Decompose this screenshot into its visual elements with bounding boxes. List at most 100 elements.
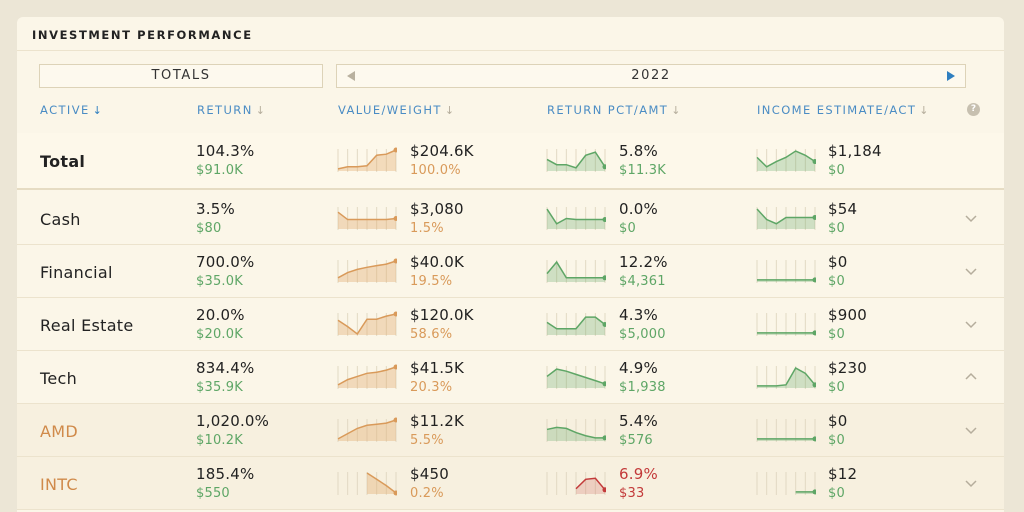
value-sparkline [337,472,397,496]
return-amount: $550 [196,486,230,501]
weight-pct: 19.5% [410,274,453,289]
column-header-return[interactable]: RETURN ↓ [197,103,266,117]
income-sparkline [756,149,816,172]
table-row[interactable]: Financial 700.0% $35.0K $40.0K 19.5% 12.2% $4,… [17,245,1004,298]
sparkline-end-dot [812,330,816,336]
sparkline-area [576,478,605,494]
return-pct-value: 4.9% [619,359,658,377]
chevron-down-icon[interactable] [964,478,978,488]
return-sparkline [546,313,606,336]
return-pct-value: 4.3% [619,306,658,324]
table-row[interactable]: INTC 185.4% $550 $450 0.2% 6.9% $33 $12 $0 [17,457,1004,510]
chevron-down-icon[interactable] [964,425,978,435]
weight-pct: 1.5% [410,221,444,236]
column-header-return-pct-amt[interactable]: RETURN PCT/AMT ↓ [547,103,682,117]
question-mark-icon[interactable]: ? [967,103,980,116]
table-row[interactable]: AMD 1,020.0% $10.2K $11.2K 5.5% 5.4% $576 $0 $0 [17,404,1004,457]
income-sparkline [756,260,816,283]
return-sparkline [546,149,606,172]
return-sparkline [546,207,606,230]
table-row[interactable]: Tech 834.4% $35.9K $41.5K 20.3% 4.9% $1,938 $23… [17,351,1004,404]
income-sparkline [756,207,816,230]
return-pct: 834.4% [196,359,255,377]
sparkline-line [546,151,606,169]
arrow-down-icon: ↓ [255,104,267,117]
value-amount: $120.0K [410,306,474,324]
row-name: AMD [40,422,78,441]
sparkline-end-dot [393,364,397,370]
chevron-down-icon[interactable] [964,266,978,276]
sparkline-end-dot [812,382,816,388]
triangle-right-icon[interactable] [947,71,955,81]
sparkline-line [546,316,606,330]
sparkline-end-dot [602,381,606,387]
arrow-down-icon: ↓ [444,104,456,117]
income-sparkline [756,366,816,389]
return-pct: 20.0% [196,306,245,324]
return-amount: $35.9K [196,380,243,395]
value-sparkline [337,258,397,283]
arrow-down-icon: ↓ [671,104,682,117]
sparkline-area [547,262,605,282]
sparkline-end-dot [812,214,816,220]
sparkline-end-dot [393,216,397,221]
sparkline-line [546,368,606,385]
column-header-label: RETURN PCT/AMT [547,103,669,117]
income-sparkline [756,472,816,495]
column-header-income-estimate-act[interactable]: INCOME ESTIMATE/ACT ↓ [757,103,930,117]
row-name: INTC [40,475,78,494]
column-header-value-weight[interactable]: VALUE/WEIGHT ↓ [338,103,455,117]
weight-pct: 20.3% [410,380,453,395]
chevron-down-icon[interactable] [964,319,978,329]
triangle-left-icon[interactable] [347,71,355,81]
income-actual: $0 [828,433,845,448]
sparkline-end-dot [602,275,606,281]
income-estimate: $0 [828,412,848,430]
row-name: Cash [40,210,81,229]
income-actual: $0 [828,163,845,178]
chevron-up-icon[interactable] [964,372,978,382]
column-header-active[interactable]: ACTIVE ↓ [40,103,103,117]
sparkline-end-dot [393,311,397,317]
totals-button[interactable]: TOTALS [39,64,323,88]
value-amount: $450 [410,465,449,483]
table-row[interactable]: Total 104.3% $91.0K $204.6K 100.0% 5.8% $11.3K… [17,133,1004,190]
sparkline-end-dot [812,489,816,495]
return-amount: $91.0K [196,163,243,178]
sparkline-end-dot [393,147,397,153]
sparkline-area [547,317,605,335]
row-name: Real Estate [40,316,134,335]
weight-pct: 0.2% [410,486,444,501]
chevron-down-icon[interactable] [964,213,978,223]
sparkline-end-dot [812,277,816,283]
row-name: Total [40,152,86,171]
sparkline-end-dot [393,490,397,496]
sparkline-line [756,208,815,225]
income-estimate: $900 [828,306,867,324]
value-amount: $41.5K [410,359,464,377]
income-estimate: $230 [828,359,867,377]
income-sparkline [756,313,816,336]
arrow-down-icon: ↓ [919,104,930,117]
sparkline-area [338,367,396,388]
return-sparkline [546,472,606,495]
table-row[interactable]: Real Estate 20.0% $20.0K $120.0K 58.6% 4.3% $5… [17,298,1004,351]
sparkline-line [546,260,605,279]
return-amount-value: $11.3K [619,163,666,178]
return-pct: 3.5% [196,200,235,218]
return-amount: $10.2K [196,433,243,448]
sparkline-area [757,209,815,229]
value-amount: $3,080 [410,200,464,218]
row-name: Financial [40,263,113,282]
return-amount-value: $5,000 [619,327,666,342]
income-estimate: $0 [828,253,848,271]
table-row[interactable]: Cash 3.5% $80 $3,080 1.5% 0.0% $0 $54 $0 [17,192,1004,245]
return-pct: 185.4% [196,465,255,483]
sparkline-line [337,419,397,440]
sparkline-area [338,261,396,282]
income-estimate: $54 [828,200,858,218]
investment-performance-panel: INVESTMENT PERFORMANCE TOTALS 2022 ACTIV… [17,17,1004,512]
title-divider [17,50,1004,51]
return-amount-value: $1,938 [619,380,666,395]
return-amount: $20.0K [196,327,243,342]
